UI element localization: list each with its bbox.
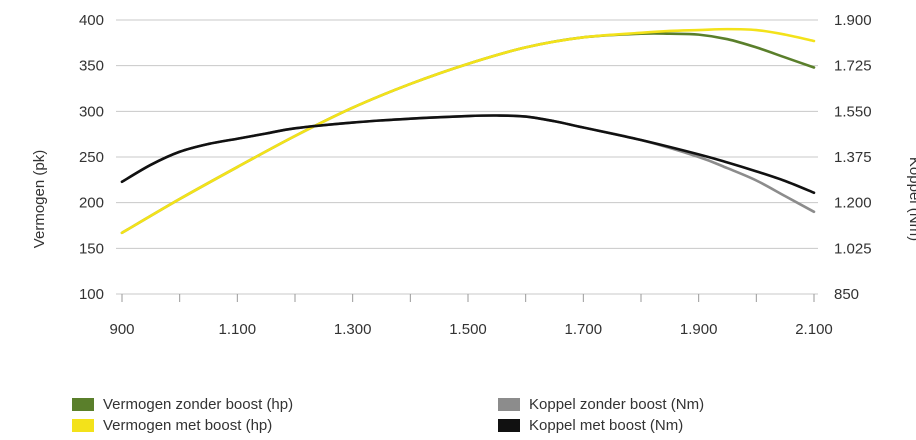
x-axis: 900 1.100 1.300 1.500 1.700 1.900 2.100 bbox=[109, 294, 833, 338]
legend: Vermogen zonder boost (hp) Vermogen met … bbox=[72, 394, 872, 438]
y2-tick-label: 1.725 bbox=[834, 58, 872, 75]
y-tick-label: 250 bbox=[79, 149, 104, 166]
y2-tick-label: 1.550 bbox=[834, 103, 872, 120]
legend-item-koppel-met-boost: Koppel met boost (Nm) bbox=[498, 415, 683, 435]
y-axis-title-left: Vermogen (pk) bbox=[31, 150, 48, 248]
legend-item-vermogen-zonder-boost: Vermogen zonder boost (hp) bbox=[72, 394, 293, 414]
x-tick-label: 900 bbox=[109, 321, 134, 338]
series-line-vermogen-met-boost bbox=[120, 27, 816, 235]
x-tick-label: 1.700 bbox=[565, 321, 603, 338]
y-axis-right: 850 1.025 1.200 1.375 1.550 1.725 1.900 bbox=[834, 12, 872, 303]
y-axis-left: 100 150 200 250 300 350 400 bbox=[79, 12, 104, 303]
legend-label: Koppel zonder boost (Nm) bbox=[529, 395, 705, 413]
legend-item-vermogen-met-boost: Vermogen met boost (hp) bbox=[72, 415, 272, 435]
y2-tick-label: 1.375 bbox=[834, 149, 872, 166]
y2-tick-label: 1.200 bbox=[834, 195, 872, 212]
y-tick-label: 150 bbox=[79, 240, 104, 257]
legend-label: Vermogen zonder boost (hp) bbox=[103, 395, 294, 413]
y-tick-label: 100 bbox=[79, 286, 104, 303]
legend-label: Koppel met boost (Nm) bbox=[529, 416, 684, 434]
y-tick-label: 400 bbox=[79, 12, 104, 29]
x-tick-label: 1.900 bbox=[680, 321, 718, 338]
x-tick-label: 1.500 bbox=[449, 321, 487, 338]
legend-item-koppel-zonder-boost: Koppel zonder boost (Nm) bbox=[498, 394, 704, 414]
legend-swatch bbox=[498, 397, 520, 411]
y-axis-title-right: Koppel (Nm) bbox=[906, 157, 916, 241]
y2-tick-label: 850 bbox=[834, 286, 859, 303]
legend-swatch bbox=[72, 418, 94, 432]
y-tick-label: 350 bbox=[79, 58, 104, 75]
y2-tick-label: 1.900 bbox=[834, 12, 872, 29]
x-tick-label: 2.100 bbox=[795, 321, 833, 338]
series-lines bbox=[120, 27, 816, 235]
grid-lines bbox=[116, 19, 818, 295]
legend-label: Vermogen met boost (hp) bbox=[103, 416, 273, 434]
y-tick-label: 200 bbox=[79, 195, 104, 212]
x-tick-label: 1.300 bbox=[334, 321, 372, 338]
legend-swatch bbox=[498, 418, 520, 432]
y2-tick-label: 1.025 bbox=[834, 240, 872, 257]
series-line-koppel-met-boost bbox=[120, 114, 816, 195]
series-line-koppel-zonder-boost bbox=[120, 114, 816, 214]
y-tick-label: 300 bbox=[79, 103, 104, 120]
x-tick-label: 1.100 bbox=[219, 321, 257, 338]
legend-swatch bbox=[72, 397, 94, 411]
